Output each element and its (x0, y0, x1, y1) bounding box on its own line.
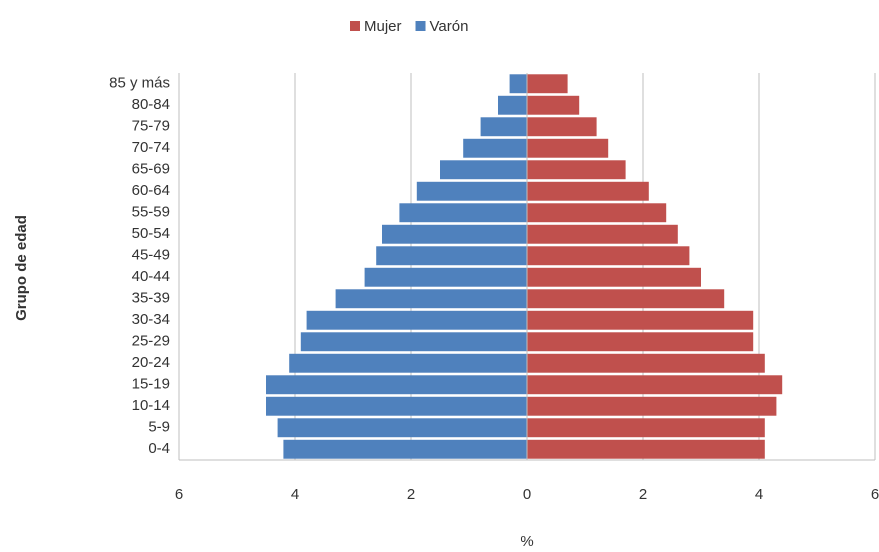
y-tick-label: 50-54 (132, 225, 170, 242)
y-tick-label: 65-69 (132, 161, 170, 178)
bar (382, 224, 527, 244)
bar (480, 117, 527, 137)
x-tick-label: 6 (175, 486, 183, 503)
bar (527, 181, 649, 201)
bar (266, 396, 527, 416)
bar (527, 246, 690, 266)
bar (527, 95, 580, 115)
legend-label: Mujer (364, 18, 402, 35)
x-tick-label: 4 (755, 486, 763, 503)
bar (527, 138, 609, 158)
bar (364, 267, 527, 287)
x-tick-label: 2 (639, 486, 647, 503)
bar (300, 332, 527, 352)
y-tick-label: 85 y más (109, 75, 170, 92)
x-axis-label: % (520, 533, 533, 550)
y-tick-label: 40-44 (132, 268, 170, 285)
bar (527, 396, 777, 416)
y-tick-label: 45-49 (132, 247, 170, 264)
legend-label: Varón (430, 18, 469, 35)
y-tick-label: 60-64 (132, 182, 170, 199)
y-tick-label: 15-19 (132, 376, 170, 393)
bar (399, 203, 527, 223)
y-tick-label: 55-59 (132, 204, 170, 221)
bar (289, 353, 527, 373)
y-tick-label: 75-79 (132, 118, 170, 135)
bar (463, 138, 527, 158)
bar (527, 353, 765, 373)
bar (527, 332, 754, 352)
x-tick-label: 0 (523, 486, 531, 503)
bar (376, 246, 527, 266)
bar (527, 117, 597, 137)
y-tick-label: 35-39 (132, 290, 170, 307)
bar (527, 310, 754, 330)
bar (527, 267, 701, 287)
bar (527, 203, 667, 223)
x-tick-label: 6 (871, 486, 879, 503)
x-tick-label: 4 (291, 486, 299, 503)
bar (527, 224, 678, 244)
bar (527, 418, 765, 438)
x-tick-label: 2 (407, 486, 415, 503)
bar (527, 74, 568, 94)
y-tick-label: 0-4 (148, 440, 170, 457)
bar (527, 439, 765, 459)
bar (283, 439, 527, 459)
y-tick-label: 10-14 (132, 397, 170, 414)
legend-swatch (415, 21, 426, 31)
y-tick-label: 5-9 (148, 419, 170, 436)
y-tick-label: 25-29 (132, 333, 170, 350)
y-tick-label: 20-24 (132, 354, 170, 371)
bar (527, 375, 783, 395)
bar (440, 160, 527, 180)
bar (416, 181, 527, 201)
bar (527, 289, 725, 309)
bar (306, 310, 527, 330)
y-tick-label: 30-34 (132, 311, 170, 328)
y-tick-label: 70-74 (132, 139, 170, 156)
y-tick-label: 80-84 (132, 96, 170, 113)
bar (335, 289, 527, 309)
bar (498, 95, 527, 115)
y-axis-label: Grupo de edad (13, 215, 30, 321)
bar (509, 74, 527, 94)
bar (277, 418, 527, 438)
bar (527, 160, 626, 180)
legend-swatch (350, 21, 360, 31)
bar (266, 375, 527, 395)
